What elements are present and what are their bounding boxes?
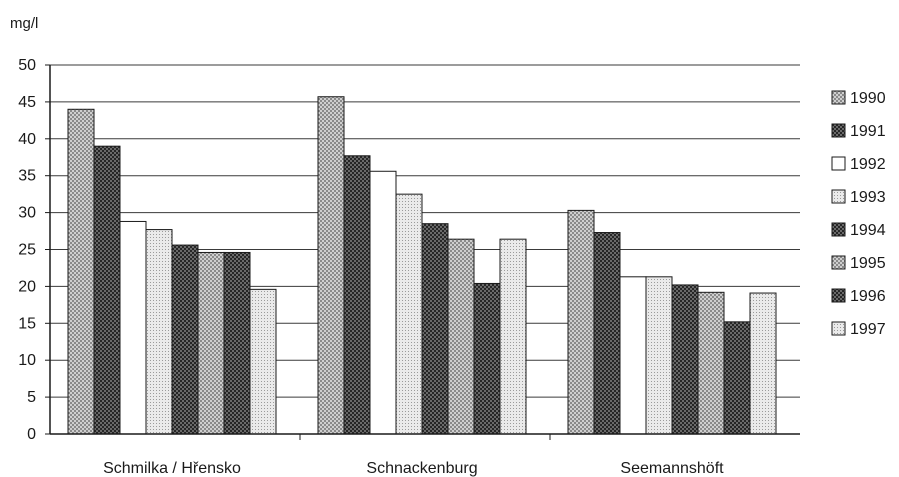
x-axis-labels: Schmilka / Hřensko Schnackenburg Seemannsh…	[103, 434, 724, 477]
bar-1991-0	[93, 145, 121, 435]
bar-1994-1	[421, 223, 449, 435]
bar-1996-2	[723, 321, 751, 435]
bar-1995-2	[697, 291, 725, 435]
legend-swatch-1991	[831, 123, 846, 138]
y-tick-label: 40	[18, 131, 36, 148]
bar-1997-2	[749, 292, 777, 435]
bar-1994-0	[171, 244, 199, 435]
bar-1996-0	[223, 251, 251, 435]
bar-1993-2	[645, 276, 673, 435]
bar-1997-1	[499, 238, 527, 435]
legend-swatch-1996	[831, 288, 846, 303]
bar-1997-0	[249, 288, 277, 435]
bar-1995-1	[447, 238, 475, 435]
x-category-label: Schnackenburg	[366, 460, 477, 477]
y-tick-label: 35	[18, 168, 36, 185]
y-tick-label: 15	[18, 315, 36, 332]
y-tick-label: 30	[18, 205, 36, 222]
legend-swatch-1993	[831, 189, 846, 204]
bar-1992-0	[119, 220, 147, 435]
y-tick-label: 45	[18, 94, 36, 111]
y-tick-label: 0	[27, 426, 36, 443]
y-tick-label: 5	[27, 389, 36, 406]
y-tick-label: 10	[18, 352, 36, 369]
y-tick-label: 25	[18, 242, 36, 259]
bar-1995-0	[197, 251, 225, 435]
y-axis-ticks: 0 5 10 15 20 25 30 35 40 45 50	[18, 57, 50, 443]
y-tick-label: 20	[18, 278, 36, 295]
bars	[67, 96, 777, 435]
x-category-label: Seemannshöft	[620, 460, 724, 477]
bar-1996-1	[473, 282, 501, 435]
bar-1994-2	[671, 284, 699, 435]
bar-1990-0	[67, 108, 95, 435]
legend-swatch-1995	[831, 255, 846, 270]
legend: 1990 1991 1992 1993 1994 1995 1996 1997	[831, 90, 886, 338]
legend-label-1995: 1995	[850, 255, 886, 272]
bar-1992-2	[619, 276, 647, 435]
legend-swatch-1997	[831, 321, 846, 336]
bar-1991-2	[593, 232, 621, 435]
legend-swatch-1990	[831, 90, 846, 105]
x-category-label: Schmilka / Hřensko	[103, 460, 241, 477]
legend-swatch-1992	[831, 156, 846, 171]
bar-1993-1	[395, 193, 423, 435]
legend-label-1996: 1996	[850, 288, 886, 305]
bar-1990-1	[317, 96, 345, 435]
legend-label-1997: 1997	[850, 321, 886, 338]
legend-label-1993: 1993	[850, 189, 886, 206]
bar-1993-0	[145, 229, 173, 435]
y-tick-label: 50	[18, 57, 36, 74]
legend-swatch-1994	[831, 222, 846, 237]
legend-label-1992: 1992	[850, 156, 886, 173]
legend-label-1994: 1994	[850, 222, 886, 239]
bar-1990-2	[567, 209, 595, 435]
legend-label-1990: 1990	[850, 90, 886, 107]
bar-1992-1	[369, 170, 397, 435]
legend-label-1991: 1991	[850, 123, 886, 140]
y-axis-unit-label: mg/l	[10, 15, 38, 32]
bar-1991-1	[343, 155, 371, 435]
axes	[49, 65, 800, 435]
